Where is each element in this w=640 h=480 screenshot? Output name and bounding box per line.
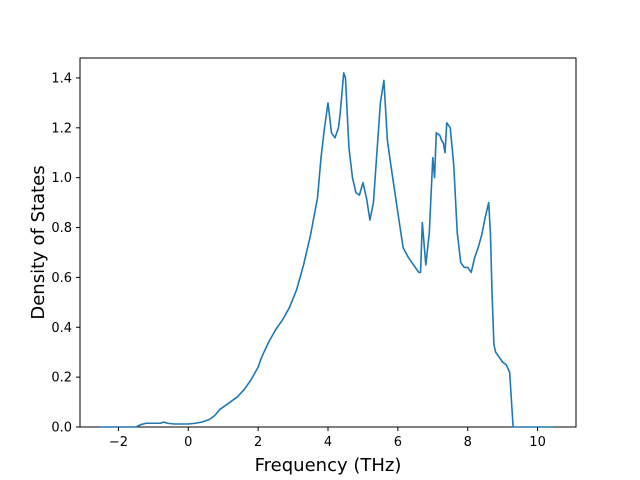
x-tick-label: 0 — [184, 435, 192, 450]
y-axis-label: Density of States — [28, 165, 49, 319]
x-tick-label: 10 — [529, 435, 546, 450]
x-tick-label: 8 — [464, 435, 472, 450]
y-tick-label: 0.8 — [51, 221, 72, 236]
x-tick-label: 6 — [394, 435, 402, 450]
y-tick-label: 1.2 — [51, 121, 72, 136]
y-tick-label: 1.4 — [51, 71, 72, 86]
y-tick-label: 1.0 — [51, 171, 72, 186]
y-tick-label: 0.2 — [51, 371, 72, 386]
y-tick-label: 0.4 — [51, 321, 72, 336]
x-tick-label: 2 — [254, 435, 262, 450]
x-tick-label: −2 — [109, 435, 128, 450]
y-tick-label: 0.0 — [51, 421, 72, 436]
axes-frame — [79, 57, 577, 428]
x-tick-label: 4 — [324, 435, 332, 450]
x-axis-label: Frequency (THz) — [255, 455, 402, 476]
x-axis-ticks: −2 0 2 4 6 8 10 — [109, 427, 546, 450]
y-tick-label: 0.6 — [51, 271, 72, 286]
series-line — [99, 72, 554, 428]
plot-area — [79, 57, 577, 428]
y-axis-ticks: 0.0 0.2 0.4 0.6 0.8 1.0 1.2 1.4 — [51, 71, 80, 436]
